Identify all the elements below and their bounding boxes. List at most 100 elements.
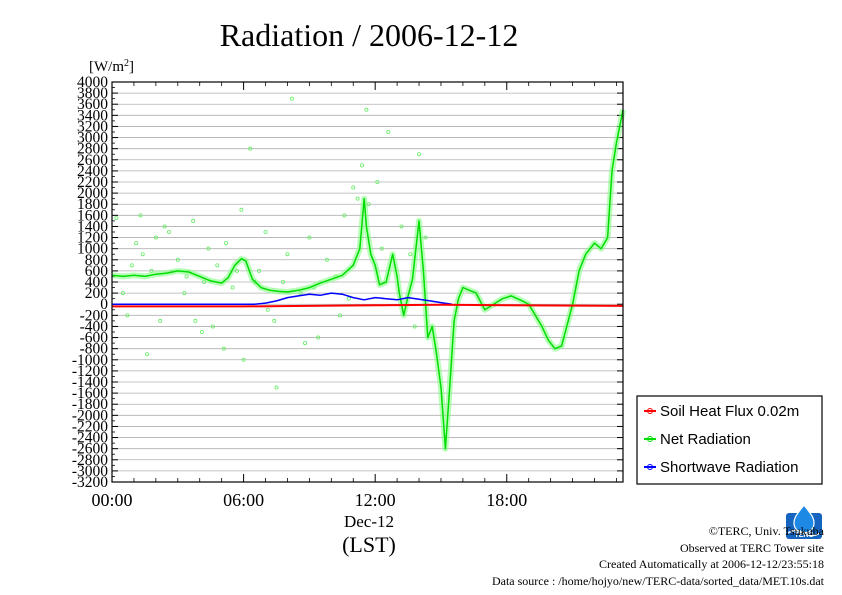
- net-radiation-point: [162, 224, 167, 229]
- net-radiation-point: [167, 229, 172, 234]
- y-tick-label: 400: [85, 274, 109, 291]
- y-tick-label: -2200: [72, 418, 108, 435]
- net-radiation-point: [412, 324, 417, 329]
- net-radiation-point: [184, 274, 189, 279]
- y-tick-label: 2200: [77, 174, 108, 191]
- net-radiation-point: [114, 216, 119, 221]
- y-tick-label: -2400: [72, 430, 108, 447]
- net-radiation-point: [316, 335, 321, 340]
- y-tick-label: 4000: [77, 74, 108, 91]
- net-radiation-point: [129, 263, 134, 268]
- net-radiation-point: [364, 107, 369, 112]
- net-radiation-point: [175, 257, 180, 262]
- y-tick-label: 3600: [77, 96, 108, 113]
- legend-marker: [647, 408, 653, 414]
- net-radiation-point: [302, 341, 307, 346]
- net-radiation-point: [215, 263, 220, 268]
- y-tick-label: -800: [80, 341, 109, 358]
- x-axis-label: (LST): [342, 532, 396, 557]
- y-tick-label: 3400: [77, 107, 108, 124]
- y-tick-label: 3200: [77, 118, 108, 135]
- net-radiation-point: [224, 241, 229, 246]
- legend-marker: [647, 464, 653, 470]
- x-tick-label: 18:00: [486, 490, 527, 510]
- y-tick-label: 800: [85, 252, 109, 269]
- net-radiation-point: [199, 329, 204, 334]
- y-tick-label: 2400: [77, 163, 108, 180]
- net-radiation-point: [182, 291, 187, 296]
- data-source-text: Data source : /home/hojyo/new/TERC-data/…: [491, 573, 824, 588]
- x-tick-label: 06:00: [223, 490, 264, 510]
- net-radiation-point: [191, 218, 196, 223]
- y-tick-label: -1800: [72, 396, 108, 413]
- y-tick-label: 2600: [77, 152, 108, 169]
- net-radiation-point: [289, 96, 294, 101]
- net-radiation-point: [206, 246, 211, 251]
- y-tick-label: 3800: [77, 85, 108, 102]
- y-tick-label: 600: [85, 263, 109, 280]
- net-radiation-point: [399, 224, 404, 229]
- net-radiation-scatter: [114, 96, 428, 390]
- net-radiation-point: [230, 285, 235, 290]
- y-tick-label: -3200: [72, 474, 108, 491]
- net-radiation-point: [351, 185, 356, 190]
- net-radiation-point: [355, 196, 360, 201]
- net-radiation-point: [158, 318, 163, 323]
- net-radiation-point: [285, 252, 290, 257]
- legend-label: Soil Heat Flux 0.02m: [660, 403, 799, 420]
- legend: Soil Heat Flux 0.02m Net Radiation Shortwa…: [636, 395, 823, 485]
- net-radiation-point: [193, 318, 198, 323]
- net-radiation-point: [386, 129, 391, 134]
- y-tick-label: -600: [80, 330, 109, 347]
- series-lines: [111, 109, 626, 452]
- net-radiation-point: [375, 179, 380, 184]
- legend-box: [636, 395, 823, 485]
- y-tick-label: 1000: [77, 241, 108, 258]
- x-tick-label: 12:00: [355, 490, 396, 510]
- net-radiation-point: [235, 268, 240, 273]
- y-unit-end: ]: [129, 59, 134, 75]
- y-axis-unit-label: [W/m2]: [89, 58, 134, 75]
- legend-label: Net Radiation: [660, 431, 751, 448]
- plot-frame: [111, 81, 624, 483]
- net-radiation-point: [256, 268, 261, 273]
- y-tick-label: -3000: [72, 463, 108, 480]
- x-axis-ticks: 00:00 06:00 12:00 18:00: [91, 82, 617, 510]
- y-tick-label: 1400: [77, 218, 108, 235]
- y-axis-ticks: 4000380036003400320030002800260024002200…: [72, 74, 623, 491]
- net-radiation-point: [307, 235, 312, 240]
- y-tick-label: 1600: [77, 207, 108, 224]
- y-tick-label: 1200: [77, 230, 108, 247]
- y-tick-label: -200: [80, 307, 109, 324]
- net-radiation-point: [360, 163, 365, 168]
- net-radiation-line: [111, 109, 624, 450]
- net-radiation-point: [140, 252, 145, 257]
- y-tick-label: -1600: [72, 385, 108, 402]
- net-radiation-point: [342, 213, 347, 218]
- y-tick-label: -1400: [72, 374, 108, 391]
- net-radiation-point: [210, 324, 215, 329]
- net-radiation-point: [281, 279, 286, 284]
- observed-text: Observed at TERC Tower site: [679, 540, 824, 555]
- net-radiation-point: [417, 152, 422, 157]
- net-radiation-point: [263, 229, 268, 234]
- net-radiation-point: [423, 235, 428, 240]
- net-radiation-point: [379, 246, 384, 251]
- y-unit-base: [W/m: [89, 59, 124, 75]
- net-radiation-point: [138, 213, 143, 218]
- created-text: Created Automatically at 2006-12-12/23:5…: [599, 557, 824, 571]
- y-tick-label: -2000: [72, 407, 108, 424]
- y-tick-label: 200: [85, 285, 109, 302]
- grid-lines: [112, 81, 623, 483]
- y-unit-sup: 2: [124, 58, 129, 69]
- net-radiation-band: [111, 109, 626, 452]
- shortwave-radiation-line: [112, 292, 453, 305]
- y-tick-label: -1000: [72, 352, 108, 369]
- y-tick-label: -2600: [72, 441, 108, 458]
- net-radiation-point: [248, 146, 253, 151]
- net-radiation-point: [221, 346, 226, 351]
- net-radiation-point: [125, 313, 130, 318]
- net-radiation-point: [338, 313, 343, 318]
- net-radiation-point: [346, 296, 351, 301]
- y-tick-label: 1800: [77, 196, 108, 213]
